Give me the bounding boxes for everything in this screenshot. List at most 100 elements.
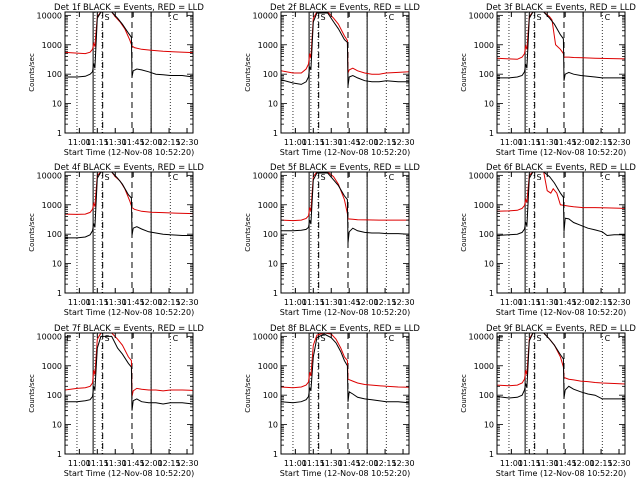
x-tick-label: 12:15 xyxy=(158,298,181,307)
panel-title: Det 5f BLACK = Events, RED = LLD xyxy=(270,163,420,173)
events-series-line xyxy=(281,12,409,86)
x-tick-label: 12:00 xyxy=(572,138,595,147)
x-tick-label: 11:00 xyxy=(500,298,523,307)
x-tick-label: 11:30 xyxy=(104,138,127,147)
y-tick-label: 1 xyxy=(489,289,494,298)
x-tick-label: 12:30 xyxy=(391,459,414,468)
marker-label-c: C xyxy=(173,334,179,343)
x-tick-label: 11:30 xyxy=(536,459,559,468)
x-tick-label: 12:30 xyxy=(607,459,630,468)
y-axis-label: Counts/sec xyxy=(28,213,36,252)
events-series-line xyxy=(497,172,625,237)
marker-label-c: C xyxy=(605,334,611,343)
y-tick-label: 1 xyxy=(273,129,278,138)
x-tick-label: 11:00 xyxy=(284,298,307,307)
y-tick-label: 10000 xyxy=(253,11,278,20)
events-series-line xyxy=(65,335,193,411)
x-tick-label: 11:45 xyxy=(338,298,361,307)
x-tick-label: 11:45 xyxy=(554,459,577,468)
x-tick-label: 12:00 xyxy=(140,138,163,147)
panel-title: Det 7f BLACK = Events, RED = LLD xyxy=(54,324,204,334)
y-tick-label: 10000 xyxy=(37,171,62,180)
y-tick-label: 10 xyxy=(52,260,62,269)
y-tick-label: 10 xyxy=(268,100,278,109)
y-tick-label: 1000 xyxy=(258,201,278,210)
y-tick-label: 1000 xyxy=(474,41,494,50)
plot-frame xyxy=(280,332,410,455)
y-tick-label: 1000 xyxy=(42,201,62,210)
x-axis-label: Start Time (12-Nov-08 10:52:20) xyxy=(280,469,410,478)
plot-frame xyxy=(496,332,626,455)
x-tick-label: 11:00 xyxy=(68,459,91,468)
series-group xyxy=(497,12,625,81)
y-tick-label: 1000 xyxy=(474,362,494,371)
y-tick-label: 100 xyxy=(263,230,278,239)
x-tick-label: 11:00 xyxy=(284,138,307,147)
x-tick-label: 11:30 xyxy=(536,138,559,147)
marker-label-e: E xyxy=(66,334,71,343)
plot-frame xyxy=(280,11,410,134)
x-tick-label: 12:30 xyxy=(175,138,198,147)
lld-series-line xyxy=(281,12,409,75)
panel-title: Det 6f BLACK = Events, RED = LLD xyxy=(486,163,636,173)
x-tick-label: 12:15 xyxy=(374,298,397,307)
y-tick-label: 100 xyxy=(47,391,62,400)
events-series-line xyxy=(281,172,409,244)
x-tick-label: 12:30 xyxy=(175,459,198,468)
x-tick-label: 11:00 xyxy=(500,138,523,147)
x-tick-label: 11:15 xyxy=(302,138,325,147)
events-series-line xyxy=(281,333,409,404)
marker-label-s: S xyxy=(536,13,541,22)
panel-title: Det 4f BLACK = Events, RED = LLD xyxy=(54,163,204,173)
y-axis-label: Counts/sec xyxy=(28,374,36,413)
panel-title: Det 3f BLACK = Events, RED = LLD xyxy=(486,3,636,13)
panel-title: Det 8f BLACK = Events, RED = LLD xyxy=(270,324,420,334)
y-tick-label: 10 xyxy=(52,100,62,109)
events-series-line xyxy=(497,12,625,81)
y-axis-label: Counts/sec xyxy=(244,213,252,252)
x-tick-label: 11:15 xyxy=(86,298,109,307)
y-tick-label: 10 xyxy=(484,421,494,430)
x-axis-label: Start Time (12-Nov-08 10:52:20) xyxy=(64,469,194,478)
y-tick-label: 100 xyxy=(47,230,62,239)
y-tick-label: 10000 xyxy=(469,11,494,20)
y-axis-label: Counts/sec xyxy=(28,53,36,92)
y-tick-label: 1000 xyxy=(258,41,278,50)
series-group xyxy=(281,172,409,244)
y-tick-label: 10000 xyxy=(253,332,278,341)
x-tick-label: 11:00 xyxy=(68,138,91,147)
y-tick-label: 100 xyxy=(479,391,494,400)
series-group xyxy=(497,333,625,400)
y-tick-label: 10 xyxy=(268,421,278,430)
x-tick-label: 11:15 xyxy=(302,298,325,307)
panel-title: Det 2f BLACK = Events, RED = LLD xyxy=(270,3,420,13)
y-tick-label: 1000 xyxy=(474,201,494,210)
lld-series-line xyxy=(497,12,625,60)
y-tick-label: 100 xyxy=(263,391,278,400)
y-tick-label: 100 xyxy=(263,70,278,79)
x-tick-label: 11:15 xyxy=(86,459,109,468)
x-tick-label: 11:15 xyxy=(518,459,541,468)
x-axis-label: Start Time (12-Nov-08 10:52:20) xyxy=(496,308,626,317)
plot-frame xyxy=(280,171,410,294)
x-tick-label: 12:30 xyxy=(391,298,414,307)
y-tick-label: 1 xyxy=(57,289,62,298)
marker-label-c: C xyxy=(173,173,179,182)
y-tick-label: 1 xyxy=(57,450,62,459)
events-series-line xyxy=(65,12,193,78)
x-tick-label: 11:30 xyxy=(104,459,127,468)
series-group xyxy=(281,12,409,86)
x-tick-label: 12:00 xyxy=(356,298,379,307)
x-tick-label: 11:45 xyxy=(554,138,577,147)
x-tick-label: 11:15 xyxy=(518,298,541,307)
x-tick-label: 12:00 xyxy=(356,459,379,468)
lld-series-line xyxy=(281,333,409,389)
x-tick-label: 11:45 xyxy=(338,459,361,468)
marker-label-c: C xyxy=(389,173,395,182)
x-axis-label: Start Time (12-Nov-08 10:52:20) xyxy=(280,148,410,157)
y-tick-label: 100 xyxy=(47,70,62,79)
y-axis-label: Counts/sec xyxy=(244,53,252,92)
